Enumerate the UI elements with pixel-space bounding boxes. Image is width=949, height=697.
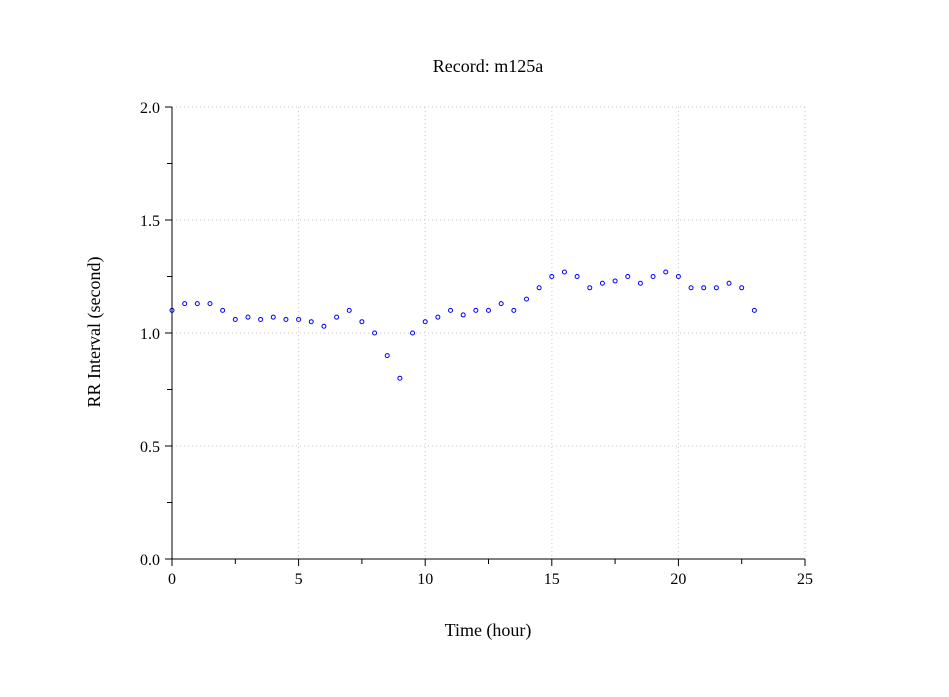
data-point-0-43 <box>713 285 719 291</box>
data-point-0-1 <box>182 301 188 307</box>
data-point-0-6 <box>245 314 251 320</box>
data-point-0-29 <box>536 285 542 291</box>
data-point-0-23 <box>460 312 466 318</box>
data-point-0-20 <box>422 319 428 325</box>
data-point-0-17 <box>384 353 390 359</box>
y-tick-label-2: 1.0 <box>140 326 160 343</box>
data-point-0-45 <box>739 285 745 291</box>
y-tick-label-3: 1.5 <box>140 213 160 230</box>
x-tick-label-0: 0 <box>168 571 176 588</box>
data-point-0-2 <box>194 301 200 307</box>
data-point-0-12 <box>321 323 327 329</box>
data-point-0-25 <box>486 307 491 313</box>
data-point-0-31 <box>561 269 567 275</box>
data-point-0-13 <box>334 314 340 320</box>
x-tick-label-2: 10 <box>417 571 433 588</box>
data-point-0-4 <box>220 307 226 313</box>
x-tick-label-5: 25 <box>797 571 813 588</box>
data-point-0-11 <box>308 319 314 325</box>
data-point-0-24 <box>473 307 479 313</box>
data-point-0-7 <box>258 316 264 322</box>
data-point-0-38 <box>650 274 656 279</box>
data-point-0-30 <box>549 274 555 279</box>
data-point-0-36 <box>625 274 631 279</box>
data-point-0-3 <box>207 301 213 307</box>
x-tick-label-4: 20 <box>670 571 686 588</box>
data-point-0-27 <box>511 307 517 313</box>
chart-title: Record: m125a <box>433 56 543 76</box>
data-point-0-46 <box>751 307 757 313</box>
data-point-0-15 <box>359 319 365 325</box>
data-point-0-37 <box>637 280 643 286</box>
data-point-0-28 <box>523 296 529 302</box>
data-point-0-19 <box>410 330 416 336</box>
scatter-points <box>169 269 757 381</box>
data-point-0-34 <box>599 280 605 286</box>
data-point-0-33 <box>587 285 593 291</box>
data-point-0-32 <box>574 274 580 279</box>
y-tick-label-0: 0.0 <box>140 552 160 569</box>
data-point-0-35 <box>612 278 618 284</box>
data-point-0-41 <box>688 285 694 291</box>
data-point-0-42 <box>701 285 707 291</box>
data-point-0-16 <box>372 330 378 336</box>
x-tick-label-1: 5 <box>295 571 303 588</box>
data-point-0-10 <box>296 316 302 322</box>
data-point-0-18 <box>397 375 403 381</box>
axes <box>165 106 806 566</box>
y-axis-label: RR Interval (second) <box>84 257 105 408</box>
x-axis-label: Time (hour) <box>445 620 532 641</box>
y-tick-label-1: 0.5 <box>140 439 160 456</box>
y-tick-label-4: 2.0 <box>140 100 160 117</box>
data-point-0-21 <box>435 314 441 320</box>
data-point-0-14 <box>346 307 352 313</box>
data-point-0-22 <box>448 307 454 313</box>
grid-lines <box>172 106 806 559</box>
data-point-0-39 <box>663 269 669 275</box>
data-point-0-5 <box>232 316 238 322</box>
data-point-0-9 <box>283 316 289 322</box>
data-point-0-8 <box>270 314 276 320</box>
tick-labels: 0 5 10 15 20 25 0.0 0.5 1.0 1.5 2.0 <box>140 100 813 588</box>
data-point-0-40 <box>675 274 681 279</box>
data-point-0-26 <box>498 301 504 307</box>
x-tick-label-3: 15 <box>544 571 560 588</box>
data-point-0-44 <box>726 280 732 286</box>
